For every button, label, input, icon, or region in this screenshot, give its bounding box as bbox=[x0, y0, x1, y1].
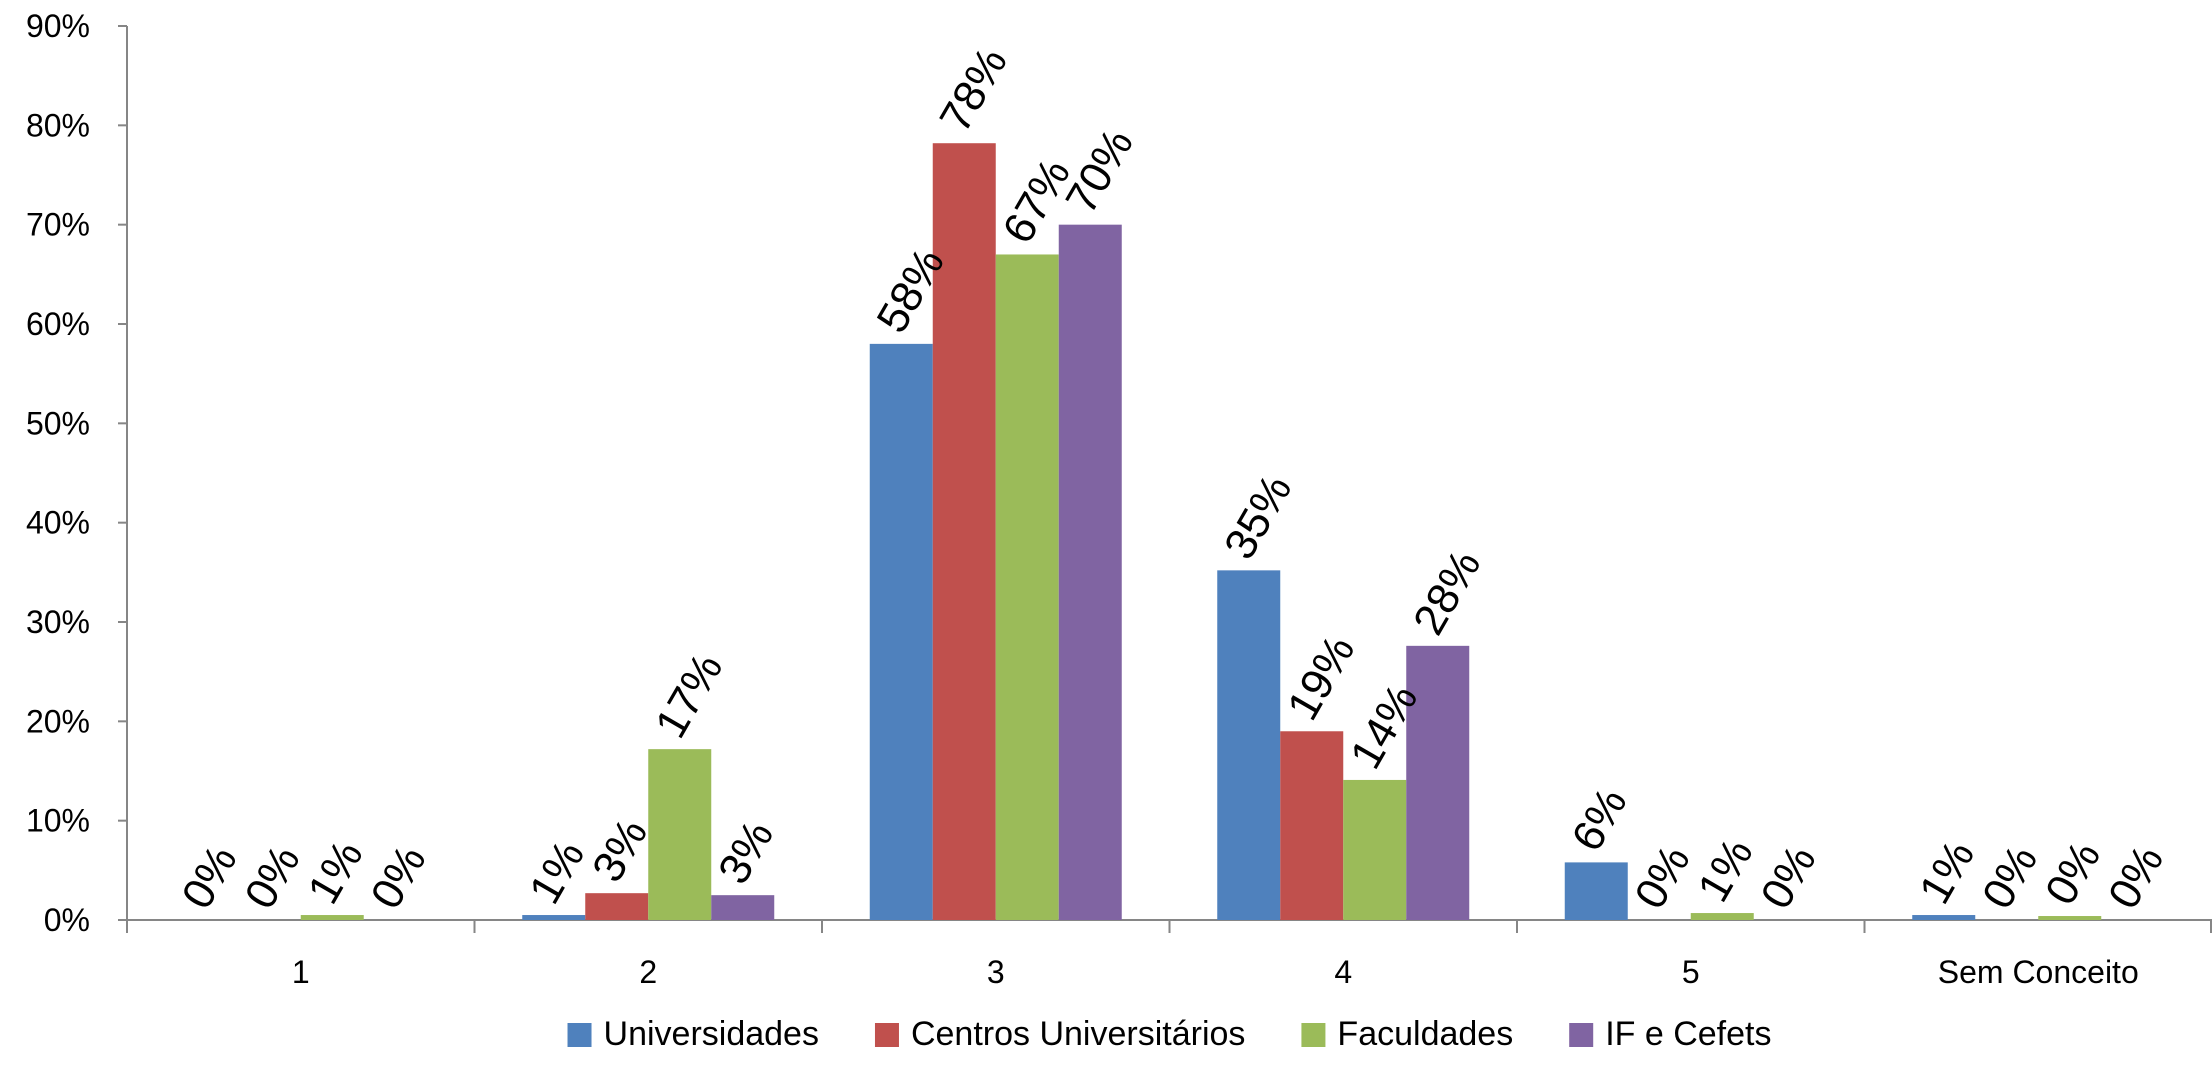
y-tick-label: 10% bbox=[26, 803, 90, 839]
legend-swatch bbox=[874, 1023, 899, 1047]
y-tick-label: 40% bbox=[26, 505, 90, 541]
bar bbox=[1406, 645, 1470, 920]
bar bbox=[648, 749, 712, 920]
bar bbox=[869, 343, 933, 920]
bar bbox=[1217, 570, 1281, 920]
y-tick-label: 0% bbox=[44, 902, 90, 938]
y-tick-label: 90% bbox=[26, 8, 90, 44]
data-label: 1% bbox=[1910, 832, 1984, 912]
bars bbox=[300, 143, 2102, 921]
data-label: 17% bbox=[646, 645, 732, 746]
data-label: 0% bbox=[1625, 837, 1699, 917]
legend-item: Faculdades bbox=[1301, 1015, 1513, 1053]
bar bbox=[522, 915, 586, 920]
data-label: 78% bbox=[930, 39, 1016, 140]
y-tick-label: 70% bbox=[26, 207, 90, 243]
x-tick-label: 3 bbox=[987, 954, 1005, 990]
bar bbox=[585, 893, 649, 920]
y-axis: 0% 10% 20% 30% 40% 50% 60% 70% 80% 90% bbox=[26, 8, 128, 938]
bar bbox=[932, 143, 996, 921]
bar bbox=[300, 915, 364, 920]
legend-swatch bbox=[1301, 1023, 1326, 1047]
y-tick-label: 50% bbox=[26, 405, 90, 441]
data-label: 6% bbox=[1562, 780, 1636, 860]
data-label: 3% bbox=[709, 813, 783, 893]
legend: Universidades Centros Universitários Facul… bbox=[567, 1015, 1771, 1053]
y-tick-label: 30% bbox=[26, 604, 90, 640]
legend-label: Faculdades bbox=[1337, 1015, 1513, 1053]
legend-label: Universidades bbox=[604, 1015, 819, 1053]
bar bbox=[711, 895, 775, 920]
x-tick-label: 4 bbox=[1334, 954, 1352, 990]
legend-swatch bbox=[567, 1023, 592, 1047]
bar bbox=[1343, 779, 1407, 920]
bar bbox=[2038, 916, 2102, 920]
legend-item: Universidades bbox=[567, 1015, 819, 1053]
data-label: 0% bbox=[235, 837, 309, 917]
data-label: 1% bbox=[1688, 830, 1762, 910]
bar bbox=[1058, 224, 1122, 920]
data-label: 0% bbox=[1973, 837, 2047, 917]
bar bbox=[1690, 913, 1754, 920]
data-label: 1% bbox=[520, 832, 594, 912]
x-tick-label: 5 bbox=[1682, 954, 1700, 990]
data-label: 0% bbox=[2099, 837, 2173, 917]
bar bbox=[1564, 862, 1628, 920]
legend-item: IF e Cefets bbox=[1569, 1015, 1771, 1053]
bar bbox=[1280, 731, 1344, 920]
data-label: 0% bbox=[1751, 837, 1825, 917]
data-label: 28% bbox=[1404, 542, 1490, 643]
x-tick-label: 2 bbox=[639, 954, 657, 990]
bar bbox=[995, 254, 1059, 920]
data-label: 0% bbox=[2036, 833, 2110, 913]
x-tick-label: 1 bbox=[292, 954, 310, 990]
y-tick-label: 80% bbox=[26, 107, 90, 143]
legend-swatch bbox=[1569, 1023, 1594, 1047]
legend-label: IF e Cefets bbox=[1605, 1015, 1771, 1053]
legend-label: Centros Universitários bbox=[911, 1015, 1245, 1053]
data-label: 1% bbox=[298, 832, 372, 912]
legend-item: Centros Universitários bbox=[874, 1015, 1245, 1053]
y-tick-label: 20% bbox=[26, 703, 90, 739]
data-label: 0% bbox=[172, 837, 246, 917]
bar bbox=[1912, 915, 1976, 920]
data-label: 19% bbox=[1278, 627, 1364, 728]
x-axis: 1 2 3 4 5 Sem Conceito bbox=[126, 919, 2212, 990]
data-label: 0% bbox=[361, 837, 435, 917]
y-tick-label: 60% bbox=[26, 306, 90, 342]
data-labels: 0% 1%58%35%6%1%0% 3%78%19%0% 0%1%17%67%14%1… bbox=[172, 39, 2173, 917]
x-tick-label: Sem Conceito bbox=[1938, 954, 2139, 990]
data-label: 35% bbox=[1215, 467, 1301, 568]
data-label: 3% bbox=[583, 811, 657, 891]
